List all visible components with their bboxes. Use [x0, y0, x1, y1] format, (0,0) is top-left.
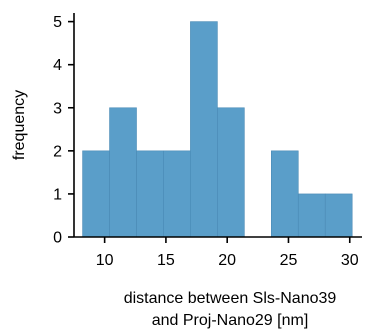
bars-group [82, 21, 353, 238]
x-axis-ticks: 10 15 20 25 30 [96, 237, 359, 269]
histogram-bar-3 [163, 150, 191, 238]
x-axis-label-line2: and Proj-Nano29 [nm] [152, 312, 309, 329]
histogram-bar-2 [136, 150, 164, 238]
y-tick-label-4: 4 [53, 57, 62, 74]
histogram-bar-9 [324, 193, 353, 238]
y-tick-label-3: 3 [53, 100, 62, 117]
histogram-bar-8 [297, 193, 326, 238]
x-tick-label-3: 25 [280, 252, 298, 269]
x-tick-label-4: 30 [341, 252, 359, 269]
y-tick-label-1: 1 [53, 186, 62, 203]
y-tick-label-0: 0 [53, 230, 62, 247]
x-tick-label-2: 20 [218, 252, 236, 269]
histogram-bar-1 [109, 107, 137, 238]
histogram-bar-5 [217, 107, 245, 238]
x-tick-label-1: 15 [157, 252, 175, 269]
histogram-bar-4 [190, 21, 218, 238]
y-tick-label-2: 2 [53, 143, 62, 160]
y-axis-label: frequency [11, 90, 28, 160]
x-tick-label-0: 10 [96, 252, 114, 269]
x-axis-label-line1: distance between Sls-Nano39 [124, 290, 337, 307]
y-tick-label-5: 5 [53, 14, 62, 31]
histogram-bar-0 [82, 150, 110, 238]
y-axis-ticks: 0 1 2 3 4 5 [53, 14, 74, 247]
histogram-bar-7 [271, 150, 299, 238]
